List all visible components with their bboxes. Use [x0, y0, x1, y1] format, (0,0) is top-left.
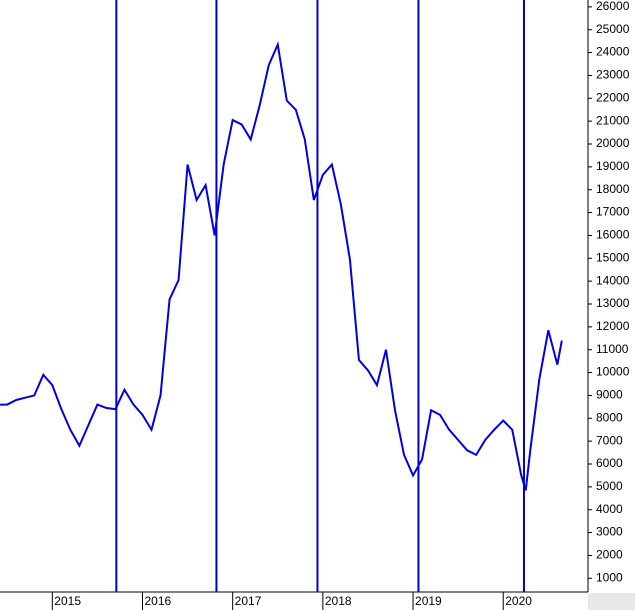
y-tick-label: 13000 — [596, 296, 630, 310]
y-tick-label: 11000 — [596, 342, 629, 356]
y-tick-label: 15000 — [596, 250, 630, 264]
y-tick-label: 22000 — [596, 90, 630, 104]
y-tick-label: 12000 — [596, 319, 630, 333]
y-tick-label: 2000 — [596, 548, 623, 562]
y-tick-label: 5000 — [596, 479, 623, 493]
x-tick-label: 2019 — [415, 594, 442, 608]
y-tick-label: 18000 — [596, 182, 630, 196]
y-tick-label: 9000 — [596, 388, 623, 402]
x-tick-label: 2015 — [54, 594, 81, 608]
y-tick-label: 14000 — [596, 273, 630, 287]
y-tick-label: 1000 — [596, 570, 623, 584]
y-tick-label: 17000 — [596, 205, 630, 219]
x-tick-label: 2016 — [144, 594, 171, 608]
y-tick-label: 24000 — [596, 45, 630, 59]
y-tick-label: 4000 — [596, 502, 623, 516]
y-tick-label: 16000 — [596, 228, 630, 242]
y-tick-label: 7000 — [596, 433, 623, 447]
y-tick-label: 25000 — [596, 22, 630, 36]
y-tick-label: 8000 — [596, 410, 623, 424]
x-tick-label: 2017 — [235, 594, 262, 608]
y-tick-label: 23000 — [596, 68, 630, 82]
x-tick-label: 2020 — [505, 594, 532, 608]
y-tick-label: 3000 — [596, 525, 623, 539]
x-tick-label: 2018 — [325, 594, 352, 608]
y-tick-label: 19000 — [596, 159, 630, 173]
y-tick-label: 10000 — [596, 365, 630, 379]
y-tick-label: 26000 — [596, 0, 630, 13]
y-tick-label: 6000 — [596, 456, 623, 470]
y-tick-label: 21000 — [596, 113, 630, 127]
corner — [588, 593, 635, 610]
price-line — [0, 41, 563, 491]
y-tick-label: 20000 — [596, 136, 630, 150]
